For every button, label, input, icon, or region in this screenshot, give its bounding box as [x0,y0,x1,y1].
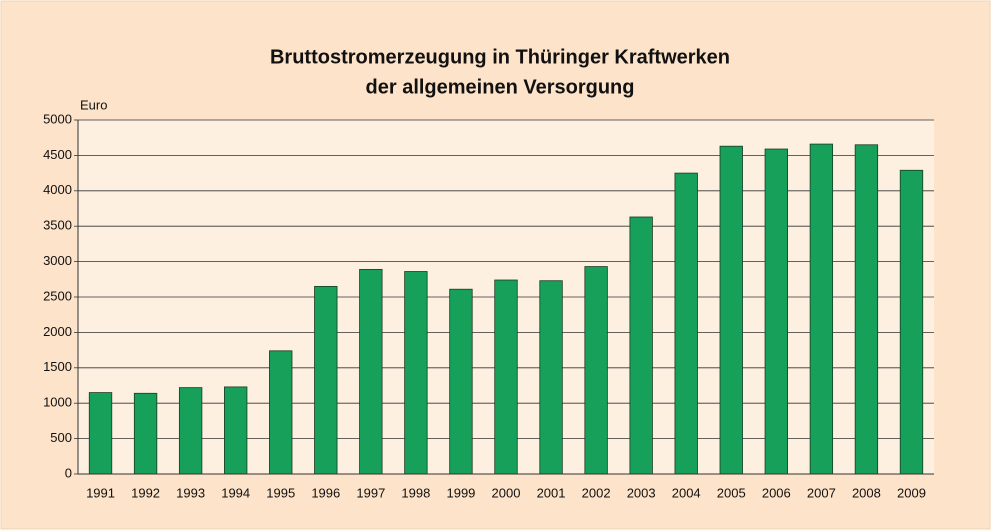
bar [674,172,698,475]
y-tick-label: 4500 [43,147,72,162]
chart-subtitle: der allgemeinen Versorgung [366,76,635,98]
bar [809,143,834,475]
bar [719,145,743,475]
x-tick-label: 2008 [852,485,881,500]
x-tick-label: 1993 [176,485,205,500]
y-tick-label: 0 [65,465,72,480]
y-tick-label: 2500 [43,288,72,303]
bar [449,288,473,475]
x-tick-label: 1995 [266,485,295,500]
bar [899,169,924,475]
y-tick-label: 1000 [43,395,72,410]
bar [584,266,608,475]
y-tick-label: 4000 [43,182,72,197]
bar [88,392,113,475]
bar [133,392,158,475]
y-tick-label: 2000 [43,324,72,339]
x-tick-label: 2005 [717,485,746,500]
bar [178,387,203,475]
bar [764,148,788,475]
y-tick-label: 3000 [43,253,72,268]
x-tick-label: 2009 [897,485,926,500]
bar [269,350,293,475]
x-tick-label: 1992 [131,485,160,500]
x-tick-label: 2002 [582,485,611,500]
bar [854,144,879,475]
x-tick-label: 2004 [672,485,701,500]
bar [629,216,653,475]
bar [224,386,248,475]
x-tick-label: 2003 [627,485,656,500]
x-tick-label: 1999 [446,485,475,500]
x-tick-label: 2000 [492,485,521,500]
bar [404,271,428,475]
y-tick-label: 3500 [43,218,72,233]
y-tick-label: 5000 [43,111,72,126]
x-tick-label: 1998 [401,485,430,500]
bar [494,279,518,475]
x-tick-label: 1991 [86,485,115,500]
x-tick-label: 2007 [807,485,836,500]
x-tick-label: 1997 [356,485,385,500]
x-tick-label: 1996 [311,485,340,500]
chart-title: Bruttostromerzeugung in Thüringer Kraftw… [270,46,730,68]
bar [539,280,563,475]
y-axis-label: Euro [80,97,107,112]
y-tick-label: 500 [50,430,72,445]
x-tick-label: 2001 [537,485,566,500]
y-tick-label: 1500 [43,359,72,374]
bar [314,285,338,475]
x-tick-label: 2006 [762,485,791,500]
bar [359,268,383,475]
x-tick-label: 1994 [221,485,250,500]
